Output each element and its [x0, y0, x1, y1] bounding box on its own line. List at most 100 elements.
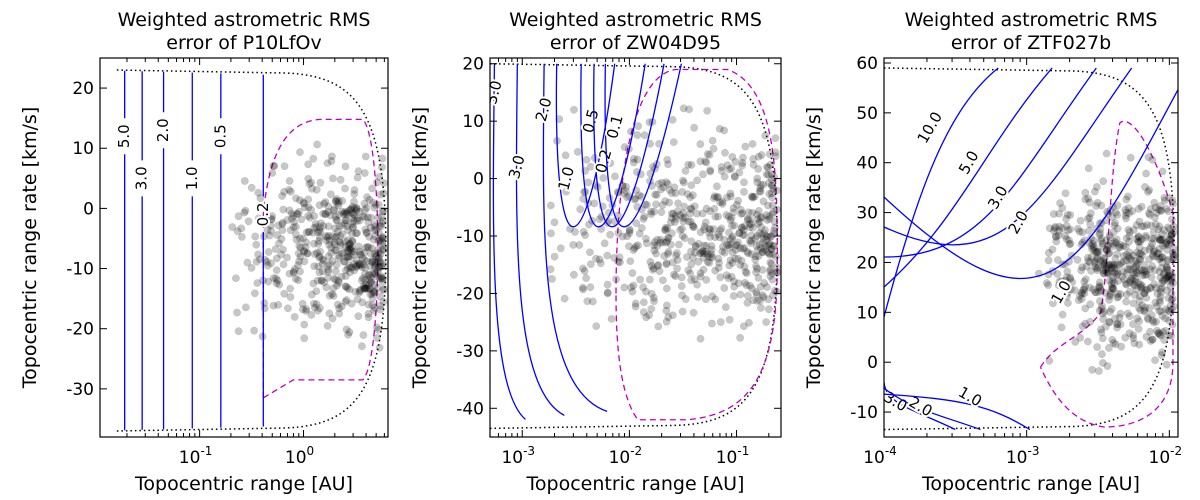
scatter-point: [1169, 248, 1177, 257]
scatter-point: [1147, 221, 1156, 230]
scatter-point: [1157, 279, 1166, 288]
x-axis-label: Topocentric range [AU]: [134, 473, 353, 495]
scatter-point: [734, 254, 742, 263]
scatter-point: [286, 187, 295, 196]
scatter-point: [1154, 249, 1163, 258]
scatter-point: [728, 234, 736, 243]
scatter-point: [731, 157, 740, 166]
scatter-point: [359, 331, 368, 340]
scatter-point: [375, 273, 384, 282]
scatter-point: [363, 284, 372, 293]
scatter-point: [374, 325, 383, 334]
scatter-point: [634, 122, 643, 131]
scatter-point: [341, 219, 350, 228]
scatter-point: [706, 232, 715, 241]
scatter-point: [590, 199, 599, 208]
scatter-point: [715, 124, 724, 133]
scatter-point: [751, 255, 760, 264]
scatter-point: [1078, 263, 1087, 272]
scatter-point: [752, 262, 760, 271]
scatter-point: [268, 169, 277, 177]
scatter-point: [313, 306, 322, 315]
scatter-point: [241, 206, 250, 215]
scatter-point: [1164, 255, 1173, 264]
scatter-point: [705, 150, 714, 159]
scatter-point: [302, 305, 311, 314]
scatter-point: [1134, 278, 1143, 287]
scatter-point: [376, 190, 385, 199]
scatter-point: [766, 258, 775, 267]
scatter-point: [318, 260, 327, 268]
scatter-point: [1102, 245, 1111, 254]
scatter-point: [366, 262, 375, 271]
scatter-point: [1155, 298, 1164, 307]
scatter-point: [1124, 252, 1133, 261]
y-tick-label: -20: [66, 320, 94, 340]
scatter-point: [325, 260, 334, 269]
scatter-point: [1143, 220, 1151, 229]
scatter-point: [738, 161, 747, 170]
scatter-point: [312, 185, 321, 194]
contour-line-10.0: [884, 67, 999, 318]
scatter-point: [280, 187, 289, 196]
scatter-point: [1133, 258, 1142, 267]
scatter-point: [620, 283, 629, 292]
scatter-point: [678, 224, 687, 233]
scatter-point: [1129, 225, 1138, 234]
scatter-point: [289, 223, 298, 232]
scatter-point: [270, 162, 279, 170]
scatter-point: [328, 256, 337, 265]
scatter-point: [1131, 256, 1140, 265]
scatter-point: [365, 232, 374, 241]
scatter-point: [689, 223, 698, 231]
scatter-point: [744, 208, 753, 217]
scatter-point: [1157, 307, 1165, 316]
scatter-point: [1160, 276, 1169, 285]
scatter-point: [313, 276, 322, 285]
scatter-point: [244, 217, 253, 226]
scatter-point: [1063, 299, 1072, 308]
scatter-point: [1142, 270, 1151, 279]
scatter-point: [1155, 330, 1164, 339]
scatter-point: [1062, 214, 1071, 223]
scatter-point: [1107, 260, 1116, 269]
scatter-point: [251, 232, 260, 241]
scatter-point: [342, 296, 351, 304]
scatter-point: [584, 178, 593, 187]
scatter-point: [285, 269, 294, 278]
scatter-point: [1091, 262, 1100, 271]
scatter-point: [743, 291, 752, 300]
scatter-point: [695, 249, 704, 258]
scatter-point: [765, 189, 774, 198]
scatter-point: [1078, 289, 1086, 298]
scatter-point: [1089, 236, 1098, 245]
scatter-point: [294, 261, 303, 270]
scatter-point: [372, 252, 381, 261]
scatter-point: [368, 290, 377, 299]
scatter-point: [313, 140, 322, 149]
scatter-point: [379, 259, 388, 268]
scatter-point: [715, 198, 724, 207]
scatter-point: [679, 178, 688, 187]
scatter-point: [1145, 245, 1154, 254]
scatter-point: [1134, 204, 1143, 213]
scatter-point: [1062, 235, 1071, 243]
scatter-point: [356, 285, 365, 294]
scatter-point: [368, 257, 377, 266]
scatter-point: [379, 189, 388, 198]
scatter-point: [731, 254, 740, 263]
scatter-point: [714, 254, 723, 263]
scatter-point: [690, 123, 699, 132]
scatter-point: [705, 225, 714, 233]
scatter-point: [768, 269, 776, 278]
contour-line-3.0: [884, 382, 956, 431]
scatter-point: [352, 204, 361, 213]
scatter-point: [767, 170, 776, 178]
scatter-point: [367, 249, 375, 258]
scatter-point: [1109, 228, 1118, 236]
scatter-point: [673, 264, 682, 273]
x-tick-label: 10-1: [716, 444, 750, 468]
contour-label: 0.5: [579, 107, 603, 135]
scatter-point: [771, 134, 780, 143]
scatter-point: [1165, 235, 1173, 244]
